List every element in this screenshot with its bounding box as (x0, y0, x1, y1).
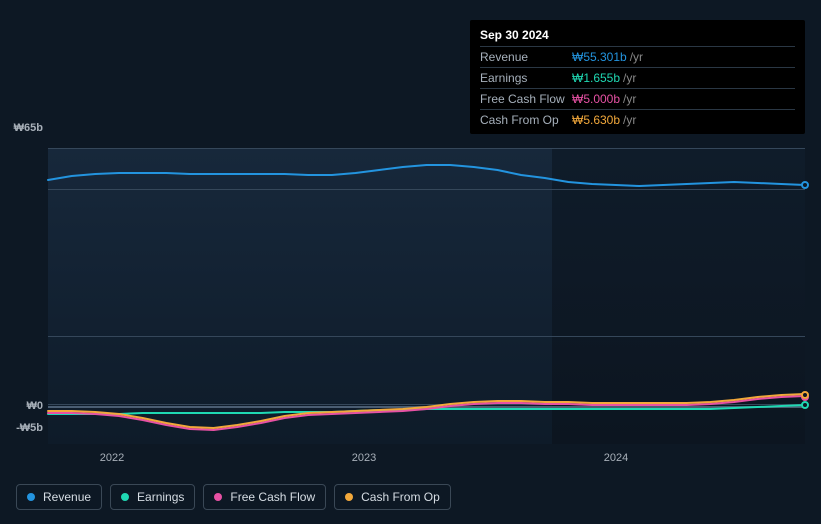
legend-item-revenue[interactable]: Revenue (16, 484, 102, 510)
tooltip-label: Cash From Op (480, 112, 572, 128)
y-axis-label: ₩0 (1, 400, 43, 412)
series-line-cfo (48, 394, 805, 428)
legend-label: Revenue (43, 490, 91, 504)
x-axis-label: 2024 (604, 452, 628, 464)
legend-dot-icon (27, 493, 35, 501)
plot-area[interactable] (48, 148, 805, 444)
tooltip-value: ₩55.301b (572, 49, 627, 65)
chart-lines (48, 148, 805, 444)
tooltip-unit: /yr (630, 49, 643, 65)
legend: Revenue Earnings Free Cash Flow Cash From O… (16, 484, 451, 510)
tooltip-row-revenue: Revenue₩55.301b/yr (480, 46, 795, 67)
legend-label: Cash From Op (361, 490, 440, 504)
financial-chart: Sep 30 2024 Revenue₩55.301b/yrEarnings₩1… (0, 0, 821, 524)
y-axis-label: ₩65b (1, 122, 43, 134)
end-marker-earnings (801, 401, 809, 409)
x-axis-label: 2023 (352, 452, 376, 464)
legend-label: Free Cash Flow (230, 490, 315, 504)
end-marker-cfo (801, 391, 809, 399)
legend-dot-icon (121, 493, 129, 501)
tooltip-row-cash-from-op: Cash From Op₩5.630b/yr (480, 109, 795, 130)
legend-label: Earnings (137, 490, 184, 504)
tooltip-value: ₩5.000b (572, 91, 620, 107)
x-axis-label: 2022 (100, 452, 124, 464)
legend-item-cfo[interactable]: Cash From Op (334, 484, 451, 510)
series-line-revenue (48, 165, 805, 186)
tooltip-unit: /yr (623, 112, 636, 128)
y-axis-label: -₩5b (1, 422, 43, 434)
chart-tooltip: Sep 30 2024 Revenue₩55.301b/yrEarnings₩1… (470, 20, 805, 134)
tooltip-row-earnings: Earnings₩1.655b/yr (480, 67, 795, 88)
legend-item-earnings[interactable]: Earnings (110, 484, 195, 510)
tooltip-row-free-cash-flow: Free Cash Flow₩5.000b/yr (480, 88, 795, 109)
legend-dot-icon (345, 493, 353, 501)
tooltip-label: Revenue (480, 49, 572, 65)
tooltip-unit: /yr (623, 70, 636, 86)
tooltip-label: Earnings (480, 70, 572, 86)
tooltip-value: ₩1.655b (572, 70, 620, 86)
tooltip-label: Free Cash Flow (480, 91, 572, 107)
tooltip-unit: /yr (623, 91, 636, 107)
tooltip-date: Sep 30 2024 (480, 26, 795, 46)
legend-item-fcf[interactable]: Free Cash Flow (203, 484, 326, 510)
tooltip-value: ₩5.630b (572, 112, 620, 128)
end-marker-revenue (801, 181, 809, 189)
legend-dot-icon (214, 493, 222, 501)
